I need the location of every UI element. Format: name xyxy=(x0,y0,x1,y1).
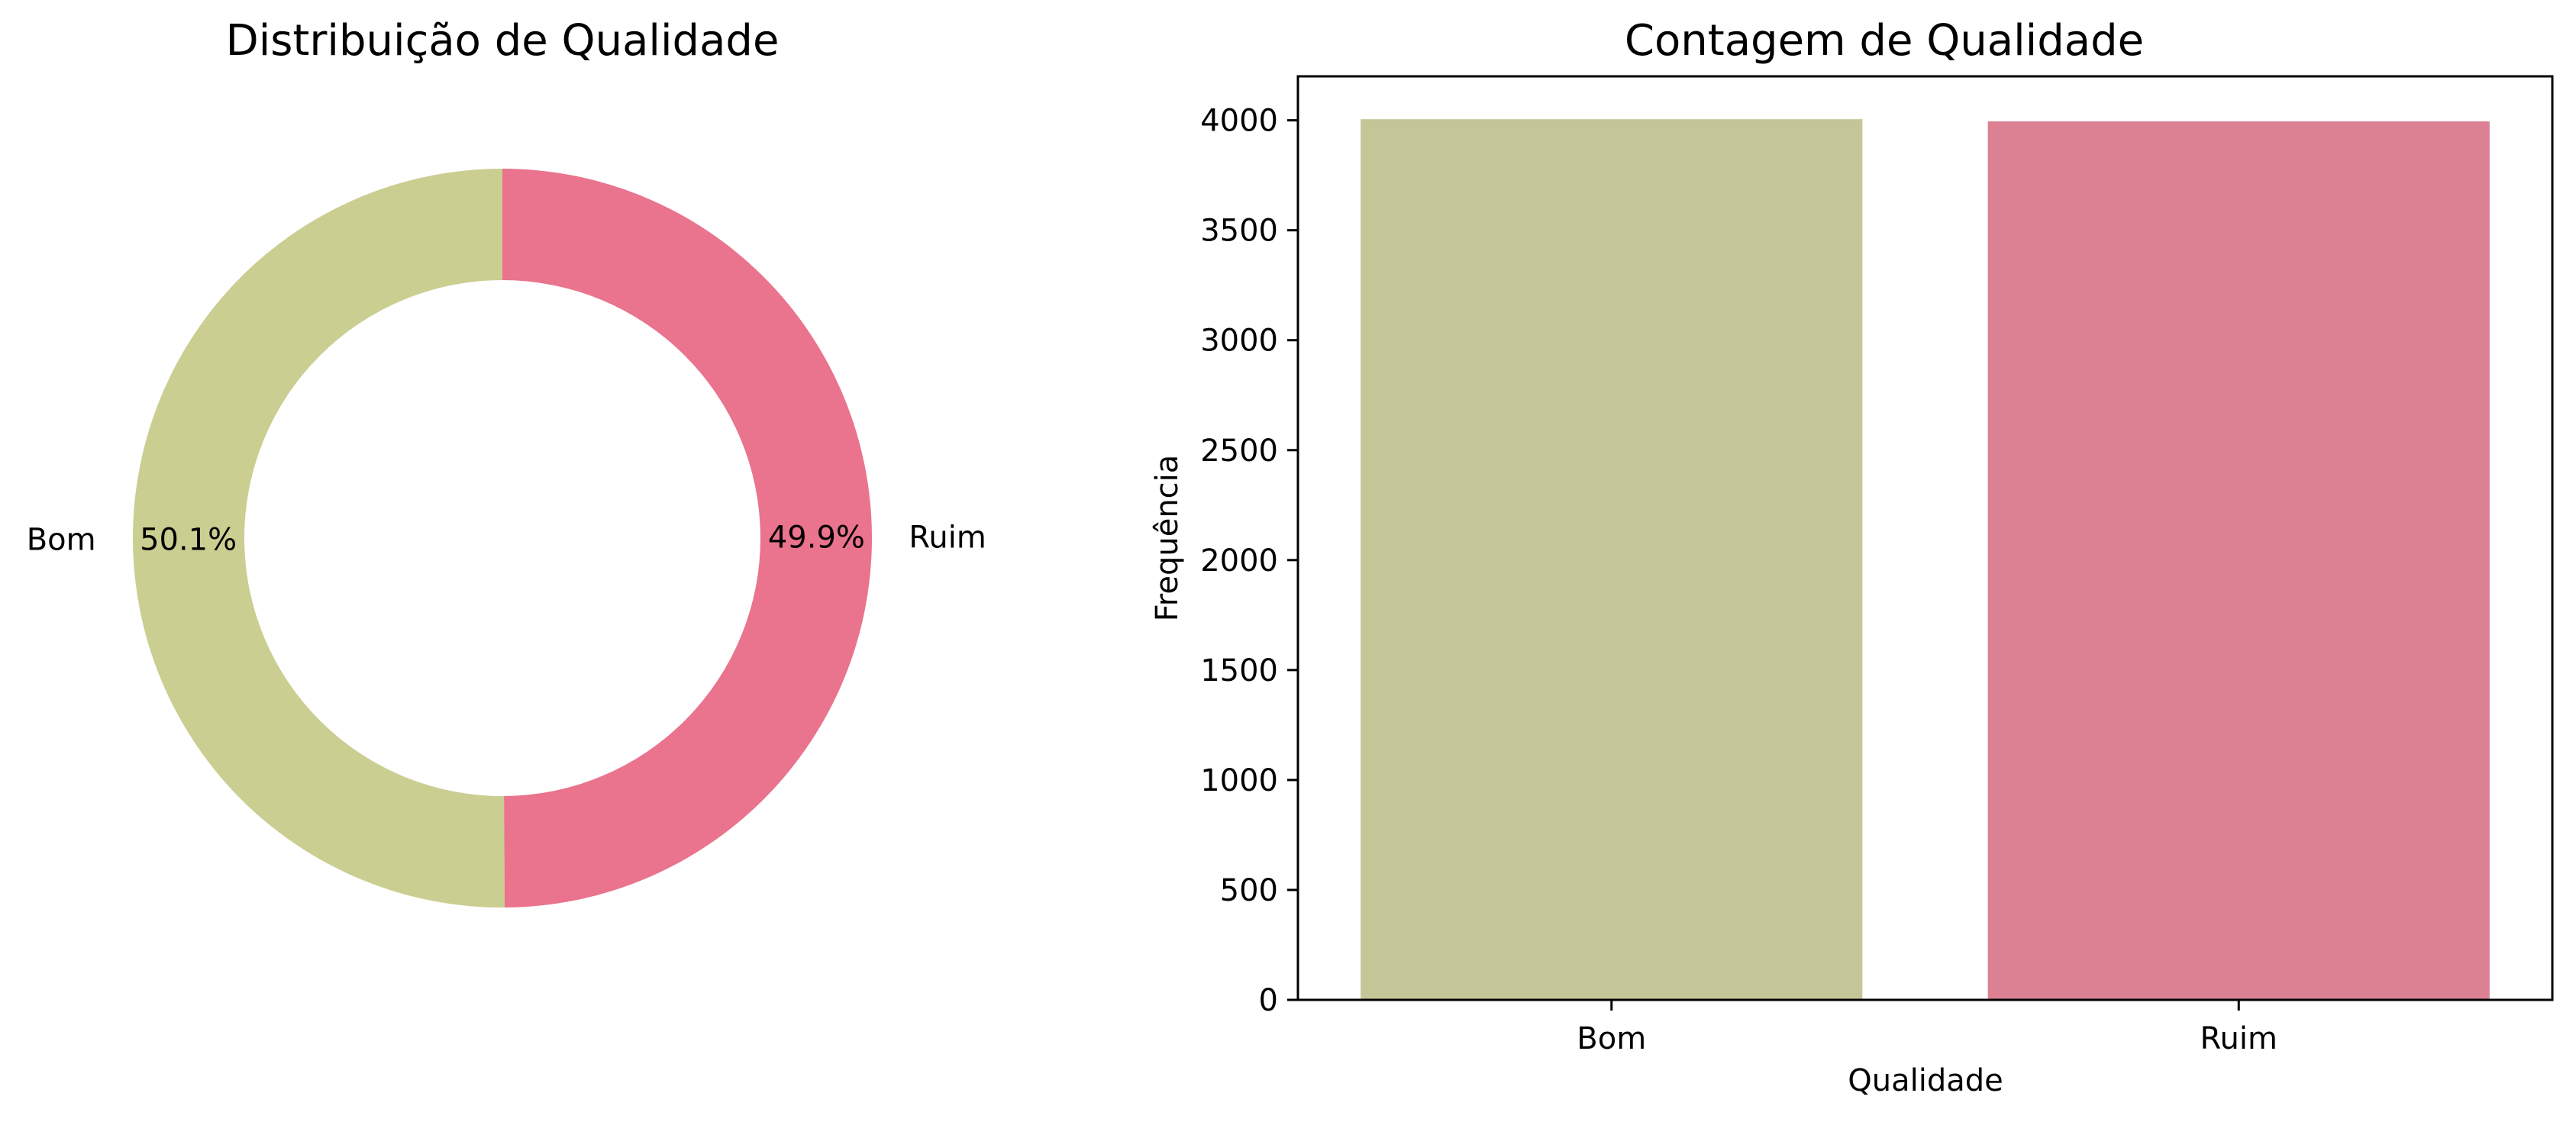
y-tick-label: 2500 xyxy=(1200,434,1278,469)
plot-frame xyxy=(1296,75,2554,1001)
bar-chart: Contagem de Qualidade 0 500 1000 1500 2000 25… xyxy=(1150,16,2554,1098)
y-tick-label: 4000 xyxy=(1200,104,1278,139)
y-axis-label: Frequência xyxy=(1150,455,1185,622)
y-tick-label: 3000 xyxy=(1200,324,1278,359)
y-tick-label: 1500 xyxy=(1200,653,1278,688)
slice-percent-label: 49.9% xyxy=(768,521,865,556)
y-tick-label: 1000 xyxy=(1200,763,1278,798)
donut-labels: 50.1% Bom 49.9% Ruim xyxy=(27,520,986,557)
y-tick-label: 2000 xyxy=(1200,543,1278,579)
donut-slice-ruim xyxy=(502,168,873,908)
y-tick-label: 500 xyxy=(1220,873,1278,908)
x-axis-label: Qualidade xyxy=(1848,1063,2003,1098)
donut-chart: Distribuição de Qualidade 50.1% Bom 49.9% R… xyxy=(27,16,986,908)
slice-category-label: Ruim xyxy=(909,520,986,555)
donut-chart-title: Distribuição de Qualidade xyxy=(226,16,780,66)
donut-slices xyxy=(133,168,873,908)
slice-category-label: Bom xyxy=(27,523,96,558)
x-axis-ticks: Bom Ruim xyxy=(1577,1000,2277,1056)
y-tick-label: 3500 xyxy=(1200,214,1278,249)
bar-bom xyxy=(1361,119,1863,1000)
bar-ruim xyxy=(1987,121,2490,1000)
x-tick-label: Bom xyxy=(1577,1021,1646,1056)
donut-slice-bom xyxy=(133,169,505,908)
y-axis-ticks: 0 500 1000 1500 2000 2500 3000 3500 4000 xyxy=(1200,104,1298,1018)
y-tick-label: 0 xyxy=(1259,983,1278,1018)
bar-chart-title: Contagem de Qualidade xyxy=(1625,16,2144,66)
slice-percent-label: 50.1% xyxy=(140,522,237,557)
x-tick-label: Ruim xyxy=(2200,1021,2277,1056)
bars xyxy=(1361,119,2490,1000)
